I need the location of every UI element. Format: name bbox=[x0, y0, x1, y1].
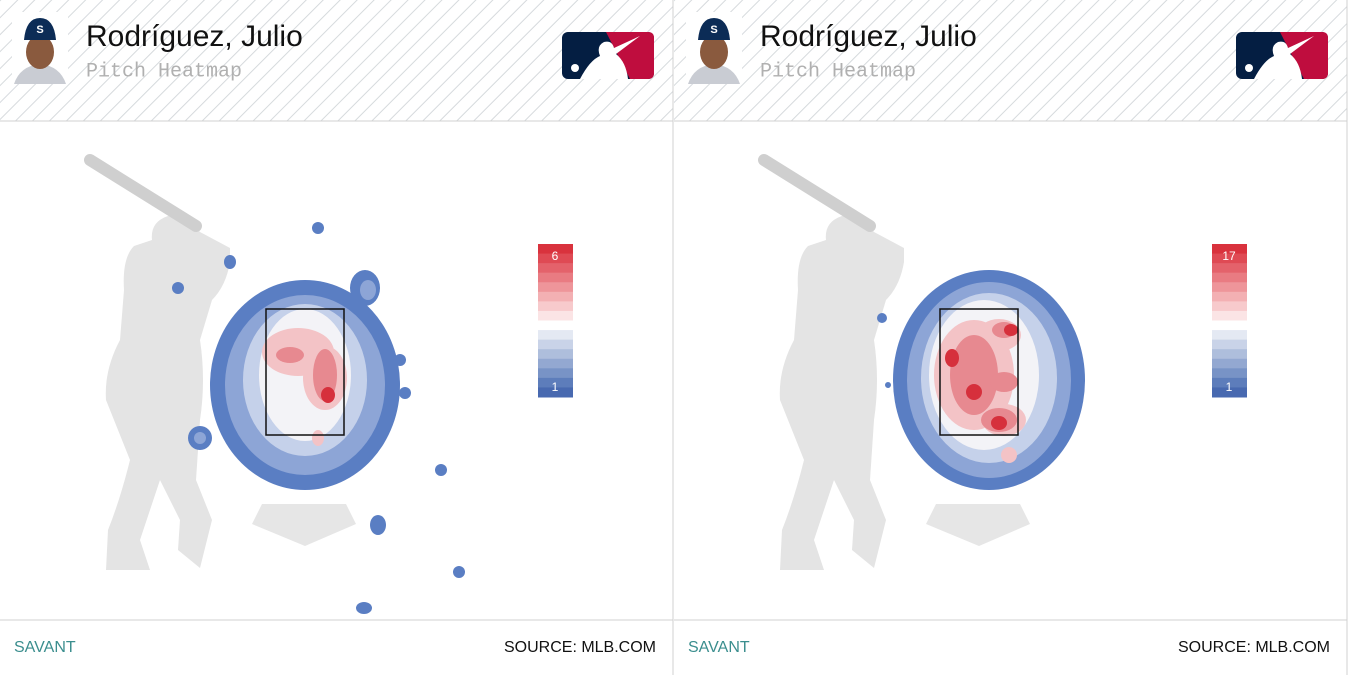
heat-contour bbox=[172, 282, 184, 294]
heat-contour bbox=[945, 349, 959, 367]
heat-contour bbox=[224, 255, 236, 269]
scale-band bbox=[1212, 377, 1247, 388]
scale-band bbox=[538, 253, 573, 264]
scale-band bbox=[1212, 253, 1247, 264]
scale-band bbox=[538, 358, 573, 369]
scale-max-label: 6 bbox=[552, 249, 559, 263]
home-plate bbox=[252, 504, 356, 546]
bat bbox=[84, 154, 202, 232]
scale-band bbox=[538, 349, 573, 360]
scale-band bbox=[538, 387, 573, 398]
heat-contour bbox=[360, 280, 376, 300]
heat-contour bbox=[453, 566, 465, 578]
logo-player bbox=[580, 36, 640, 79]
scale-band bbox=[1212, 320, 1247, 331]
scale-band bbox=[1212, 272, 1247, 283]
batter-silhouette bbox=[779, 215, 904, 571]
header-background bbox=[674, 0, 1347, 121]
headshot-body bbox=[14, 64, 66, 84]
scale-band bbox=[1212, 387, 1247, 398]
logo-red bbox=[1280, 32, 1328, 79]
scale-band bbox=[538, 301, 573, 312]
scale-band bbox=[538, 377, 573, 388]
scale-band bbox=[538, 282, 573, 293]
strike-zone bbox=[265, 308, 345, 436]
heat-contour bbox=[370, 515, 386, 535]
heat-contour bbox=[1004, 324, 1018, 336]
headshot-body bbox=[688, 64, 740, 84]
scale-band bbox=[1212, 310, 1247, 321]
heat-contour bbox=[312, 222, 324, 234]
scale-band bbox=[538, 244, 573, 255]
batter-silhouette bbox=[105, 215, 230, 571]
scale-band bbox=[1212, 368, 1247, 379]
headshot-face bbox=[700, 35, 728, 69]
heat-contour bbox=[1001, 447, 1017, 463]
chart-subtitle: Pitch Heatmap bbox=[760, 60, 916, 83]
scale-band bbox=[538, 320, 573, 331]
home-plate bbox=[926, 504, 1030, 546]
player-name: Rodríguez, Julio bbox=[86, 20, 303, 53]
scale-band bbox=[538, 330, 573, 341]
heat-contour bbox=[990, 372, 1018, 392]
strike-zone bbox=[939, 308, 1019, 436]
logo-ball bbox=[1245, 64, 1253, 72]
heat-contour bbox=[194, 432, 206, 444]
footer-brand: SAVANT bbox=[14, 639, 76, 656]
scale-band bbox=[1212, 282, 1247, 293]
cap-logo: S bbox=[36, 24, 43, 36]
scale-band bbox=[1212, 263, 1247, 274]
header-background bbox=[0, 0, 673, 121]
scale-band bbox=[538, 339, 573, 350]
heat-contour bbox=[877, 313, 887, 323]
player-name: Rodríguez, Julio bbox=[760, 20, 977, 53]
scale-band bbox=[538, 310, 573, 321]
headshot-cap bbox=[698, 18, 730, 40]
heat-contour bbox=[399, 387, 411, 399]
logo-ball bbox=[571, 64, 579, 72]
chart-subtitle: Pitch Heatmap bbox=[86, 60, 242, 83]
scale-band bbox=[538, 291, 573, 302]
heat-contour bbox=[394, 354, 406, 366]
heat-contour bbox=[435, 464, 447, 476]
scale-min-label: 1 bbox=[552, 380, 559, 394]
headshot-cap bbox=[24, 18, 56, 40]
scale-band bbox=[1212, 291, 1247, 302]
heat-contour bbox=[950, 335, 998, 415]
footer-source: SOURCE: MLB.COM bbox=[504, 639, 656, 656]
scale-band bbox=[1212, 349, 1247, 360]
scale-band bbox=[538, 263, 573, 274]
scale-band bbox=[538, 272, 573, 283]
cap-logo: S bbox=[710, 24, 717, 36]
scale-band bbox=[538, 368, 573, 379]
heat-contour bbox=[991, 416, 1007, 430]
scale-min-label: 1 bbox=[1226, 380, 1233, 394]
heat-contour bbox=[885, 382, 891, 388]
heat-contour bbox=[321, 387, 335, 403]
logo-red bbox=[606, 32, 654, 79]
bat bbox=[758, 154, 876, 232]
scale-band bbox=[1212, 339, 1247, 350]
logo-player bbox=[1254, 36, 1314, 79]
heat-contour bbox=[312, 430, 324, 446]
heat-contour bbox=[276, 347, 304, 363]
scale-band bbox=[1212, 244, 1247, 255]
footer-brand: SAVANT bbox=[688, 639, 750, 656]
heat-contour bbox=[966, 384, 982, 400]
panel: S Rodríguez, Julio Pitch Heatmap 17 1 SAVANT S… bbox=[674, 0, 1348, 675]
scale-band bbox=[1212, 301, 1247, 312]
scale-max-label: 17 bbox=[1222, 249, 1236, 263]
headshot-face bbox=[26, 35, 54, 69]
footer-source: SOURCE: MLB.COM bbox=[1178, 639, 1330, 656]
panel: S Rodríguez, Julio Pitch Heatmap 6 1 SAVANT SO… bbox=[0, 0, 674, 675]
heat-contour bbox=[356, 602, 372, 614]
scale-band bbox=[1212, 330, 1247, 341]
scale-band bbox=[1212, 358, 1247, 369]
